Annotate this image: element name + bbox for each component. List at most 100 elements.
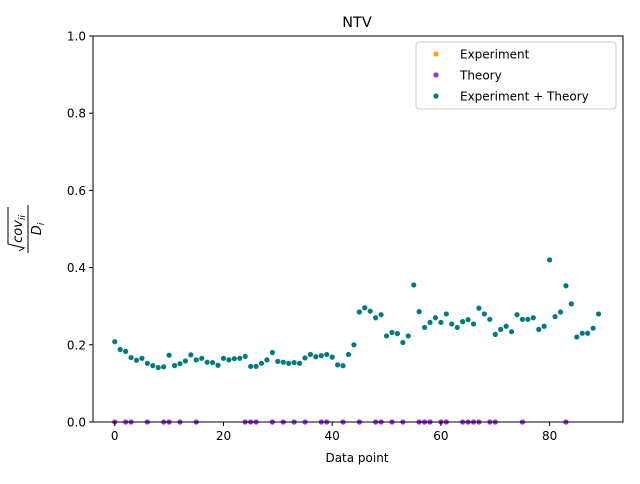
experiment-theory-point xyxy=(590,325,596,331)
experiment-theory-point xyxy=(487,316,493,322)
x-tick-label: 40 xyxy=(325,429,340,443)
experiment-theory-point xyxy=(166,352,172,358)
experiment-theory-point xyxy=(427,319,433,326)
experiment-theory-point xyxy=(519,316,526,322)
experiment-theory-point xyxy=(275,358,281,364)
experiment-theory-point xyxy=(552,314,558,320)
experiment-theory-point xyxy=(318,353,324,359)
experiment-theory-point xyxy=(144,360,150,366)
plot-area xyxy=(92,35,624,423)
data-points xyxy=(112,257,602,425)
experiment-theory-point xyxy=(394,331,401,337)
experiment-theory-point xyxy=(123,348,129,354)
experiment-theory-point xyxy=(432,315,439,321)
y-axis: 0.0 0.2 0.4 0.6 0.8 1.0 xyxy=(67,30,93,430)
experiment-theory-point xyxy=(291,359,297,366)
experiment-theory-point xyxy=(161,364,167,370)
legend-box xyxy=(415,41,617,110)
experiment-theory-point xyxy=(199,355,205,361)
x-tick-label: 80 xyxy=(542,429,557,443)
experiment-theory-point xyxy=(514,312,520,318)
experiment-theory-point xyxy=(237,355,243,361)
sqrt-symbol xyxy=(7,207,26,252)
experiment-theory-point xyxy=(525,316,531,322)
experiment-theory-point xyxy=(231,356,237,362)
experiment-theory-point xyxy=(171,363,178,369)
experiment-theory-point xyxy=(541,323,547,329)
experiment-theory-point xyxy=(345,351,352,358)
experiment-theory-point xyxy=(400,339,406,346)
experiment-theory-point xyxy=(313,354,319,360)
experiment-theory-point xyxy=(188,352,194,358)
experiment-theory-point xyxy=(443,311,449,317)
experiment-theory-point xyxy=(128,354,134,361)
experiment-theory-point xyxy=(568,301,574,307)
experiment-theory-point xyxy=(373,315,379,321)
experiment-theory-point xyxy=(258,360,265,366)
legend-label: Theory xyxy=(459,69,502,83)
legend: Experiment Theory Experiment + Theory xyxy=(415,41,617,110)
experiment-theory-point xyxy=(367,308,373,314)
experiment-theory-point xyxy=(421,324,428,331)
experiment-theory-point xyxy=(508,329,515,335)
experiment-theory-point xyxy=(139,355,145,361)
x-axis-label: Data point xyxy=(325,451,388,465)
experiment-theory-point xyxy=(351,342,357,348)
experiment-theory-point xyxy=(280,359,286,365)
legend-items: Experiment Theory Experiment + Theory xyxy=(433,48,589,104)
y-label-denominator: Di xyxy=(30,222,47,235)
experiment-theory-point xyxy=(220,355,227,361)
experiment-theory-point xyxy=(557,309,564,315)
experiment-theory-point xyxy=(329,354,335,360)
experiment-theory-point xyxy=(226,357,232,363)
experiment-theory-point xyxy=(307,351,314,358)
experiment-theory-point xyxy=(150,363,156,369)
experiment-theory-point xyxy=(215,362,221,368)
x-tick-label: 20 xyxy=(216,429,231,443)
experiment-theory-point xyxy=(242,353,248,359)
legend-marker xyxy=(433,93,439,99)
experiment-theory-point xyxy=(547,257,553,263)
experiment-theory-point xyxy=(253,363,259,370)
experiment-theory-point xyxy=(411,282,417,288)
experiment-theory-point xyxy=(296,360,303,366)
experiment-theory-point xyxy=(460,319,466,325)
experiment-theory-point xyxy=(204,359,210,365)
experiment-theory-point xyxy=(405,333,411,339)
experiment-theory-point xyxy=(248,363,254,370)
experiment-theory-point xyxy=(362,305,368,311)
legend-marker xyxy=(433,72,439,78)
experiment-theory-point xyxy=(302,355,308,361)
experiment-theory-point xyxy=(449,321,455,327)
experiment-theory-point xyxy=(579,330,585,336)
experiment-theory-point xyxy=(498,326,504,332)
experiment-theory-point xyxy=(117,346,123,353)
experiment-theory-point xyxy=(438,319,444,326)
experiment-theory-point xyxy=(389,329,395,336)
experiment-theory-point xyxy=(209,359,216,366)
y-tick-label: 0.6 xyxy=(67,184,86,198)
experiment-theory-point xyxy=(476,305,482,311)
experiment-theory-point xyxy=(133,357,140,363)
experiment-theory-point xyxy=(536,326,542,332)
y-tick-label: 1.0 xyxy=(67,30,86,44)
experiment-theory-point xyxy=(454,324,460,331)
x-tick-label: 0 xyxy=(111,429,119,443)
experiment-theory-point xyxy=(530,315,536,321)
experiment-theory-point xyxy=(585,330,591,336)
experiment-theory-point xyxy=(416,309,422,315)
experiment-theory-point xyxy=(470,321,477,327)
legend-label: Experiment xyxy=(460,48,530,62)
y-tick-label: 0.0 xyxy=(67,416,86,430)
experiment-theory-point xyxy=(193,357,199,363)
experiment-theory-point xyxy=(335,362,341,368)
experiment-theory-point xyxy=(182,358,189,364)
experiment-theory-point xyxy=(595,311,602,317)
y-tick-label: 0.4 xyxy=(67,261,86,275)
chart-title: NTV xyxy=(342,15,372,31)
experiment-theory-point xyxy=(383,333,390,339)
experiment-theory-point xyxy=(574,334,580,340)
experiment-theory-point xyxy=(112,339,118,345)
